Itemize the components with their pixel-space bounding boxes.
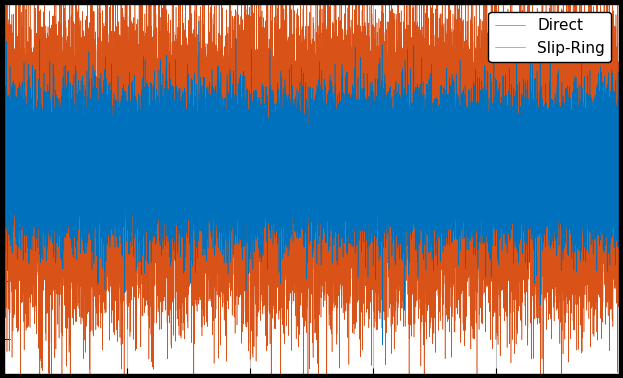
Slip-Ring: [148, 82, 156, 87]
Direct: [195, 19, 202, 23]
Slip-Ring: [457, 136, 464, 141]
Slip-Ring: [371, 192, 378, 197]
Direct: [457, 155, 464, 159]
Legend: Direct, Slip-Ring: Direct, Slip-Ring: [488, 12, 611, 62]
Direct: [1, 147, 8, 152]
Direct: [615, 115, 622, 119]
Line: Slip-Ring: Slip-Ring: [4, 0, 619, 378]
Direct: [236, 161, 244, 166]
Direct: [42, 177, 50, 181]
Line: Direct: Direct: [4, 21, 619, 345]
Direct: [371, 192, 378, 197]
Direct: [148, 209, 156, 214]
Slip-Ring: [1, 157, 8, 162]
Slip-Ring: [236, 120, 244, 125]
Slip-Ring: [615, 156, 622, 161]
Direct: [378, 343, 386, 347]
Slip-Ring: [42, 150, 50, 154]
Slip-Ring: [334, 164, 341, 169]
Direct: [334, 158, 341, 163]
